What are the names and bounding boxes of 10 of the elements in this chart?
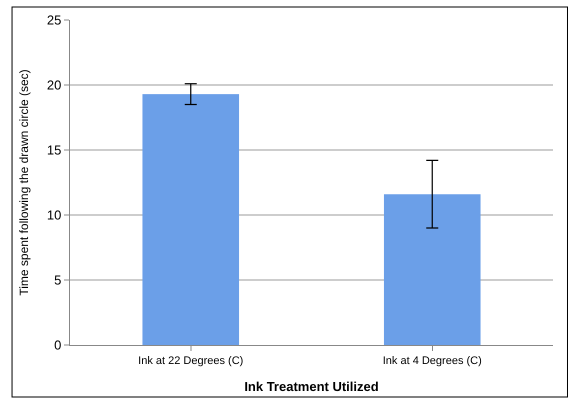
x-tick-label: Ink at 22 Degrees (C) — [138, 355, 244, 368]
y-tick-label: 0 — [54, 338, 62, 353]
y-axis-title: Time spent following the drawn circle (sec) — [17, 69, 32, 296]
y-tick-label: 20 — [46, 78, 62, 93]
y-tick-label: 25 — [46, 12, 62, 28]
y-tick-label: 10 — [46, 208, 62, 223]
y-tick-label: 5 — [54, 272, 62, 288]
y-tick-label: 15 — [46, 142, 62, 158]
x-tick-label: Ink at 4 Degrees (C) — [382, 355, 482, 368]
x-axis-title: Ink Treatment Utilized — [244, 378, 379, 394]
